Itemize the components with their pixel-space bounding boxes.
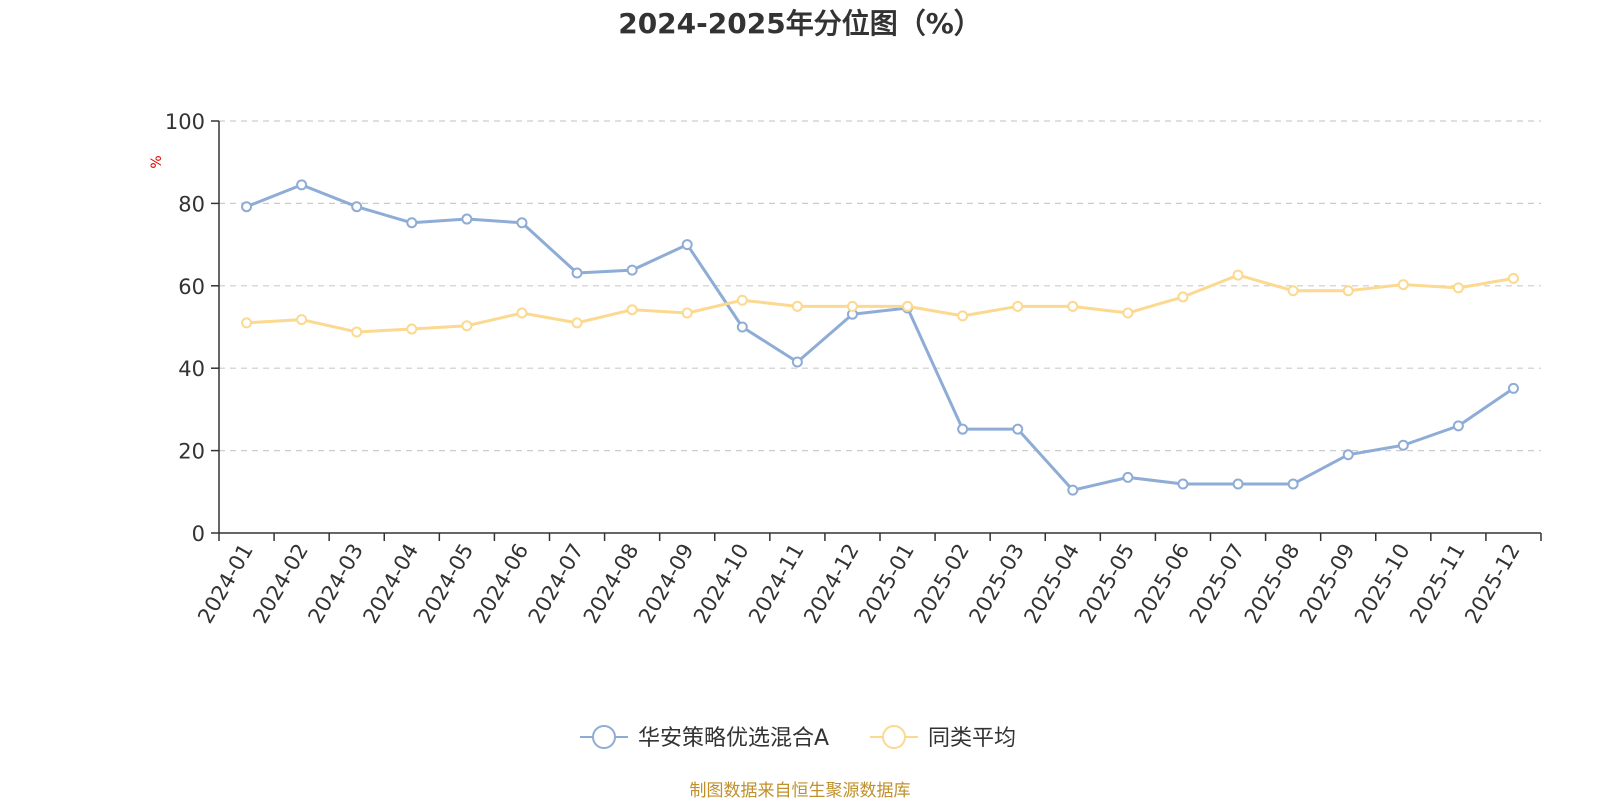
data-point[interactable] — [1177, 478, 1189, 490]
y-tick-label: 60 — [178, 275, 205, 299]
data-point[interactable] — [406, 217, 418, 229]
data-point[interactable] — [1232, 269, 1244, 281]
y-tick-label: 20 — [178, 440, 205, 464]
data-point[interactable] — [406, 323, 418, 335]
x-tick-label: 2025-12 — [1460, 540, 1525, 628]
data-point[interactable] — [1067, 300, 1079, 312]
data-point[interactable] — [1287, 285, 1299, 297]
data-point[interactable] — [296, 179, 308, 191]
data-point[interactable] — [736, 294, 748, 306]
data-point[interactable] — [1452, 420, 1464, 432]
data-point[interactable] — [681, 239, 693, 251]
data-point[interactable] — [1067, 484, 1079, 496]
legend-label: 同类平均 — [928, 726, 1016, 751]
y-tick-label: 100 — [165, 110, 205, 134]
data-point[interactable] — [296, 314, 308, 326]
legend[interactable]: 华安策略优选混合A 同类平均 — [580, 725, 1016, 751]
data-point[interactable] — [1012, 423, 1024, 435]
y-tick-label: 40 — [178, 357, 205, 381]
data-point[interactable] — [957, 423, 969, 435]
data-point[interactable] — [1452, 282, 1464, 294]
data-point[interactable] — [461, 320, 473, 332]
y-tick-label: 80 — [178, 192, 205, 216]
data-point[interactable] — [351, 326, 363, 338]
series-line — [246, 273, 1514, 334]
data-source-note: 制图数据来自恒生聚源数据库 — [689, 781, 911, 801]
data-point[interactable] — [461, 213, 473, 225]
data-point[interactable] — [241, 201, 253, 213]
gridlines — [219, 120, 1541, 452]
y-tick-label: 0 — [192, 522, 205, 546]
series-0 — [241, 179, 1519, 496]
data-point[interactable] — [736, 321, 748, 333]
data-point[interactable] — [1122, 307, 1134, 319]
series-group — [241, 179, 1519, 496]
series-1 — [241, 269, 1519, 338]
data-point[interactable] — [1177, 291, 1189, 303]
data-point[interactable] — [571, 267, 583, 279]
legend-item-1[interactable]: 同类平均 — [870, 725, 1016, 751]
y-axis-label: % — [149, 155, 165, 168]
data-point[interactable] — [351, 201, 363, 213]
chart-title: 2024-2025年分位图（%） — [618, 7, 982, 40]
legend-item-0[interactable]: 华安策略优选混合A — [580, 725, 829, 751]
series-line — [245, 183, 1515, 492]
data-point[interactable] — [1507, 382, 1519, 394]
data-point[interactable] — [241, 317, 253, 329]
legend-label: 华安策略优选混合A — [638, 726, 829, 751]
data-point[interactable] — [791, 300, 803, 312]
data-point[interactable] — [846, 300, 858, 312]
data-point[interactable] — [1397, 279, 1409, 291]
data-point[interactable] — [957, 310, 969, 322]
data-point[interactable] — [1122, 471, 1134, 483]
data-point[interactable] — [1342, 285, 1354, 297]
legend-circle-icon — [882, 725, 906, 749]
data-point[interactable] — [516, 307, 528, 319]
data-point[interactable] — [1232, 478, 1244, 490]
data-point[interactable] — [1342, 449, 1354, 461]
data-point[interactable] — [1507, 272, 1519, 284]
data-point[interactable] — [681, 307, 693, 319]
data-point[interactable] — [626, 304, 638, 316]
data-point[interactable] — [1012, 300, 1024, 312]
data-point[interactable] — [571, 317, 583, 329]
data-point[interactable] — [516, 217, 528, 229]
legend-circle-icon — [592, 725, 616, 749]
data-point[interactable] — [1287, 478, 1299, 490]
data-point[interactable] — [1397, 439, 1409, 451]
data-point[interactable] — [902, 300, 914, 312]
data-point[interactable] — [791, 356, 803, 368]
data-point[interactable] — [626, 264, 638, 276]
